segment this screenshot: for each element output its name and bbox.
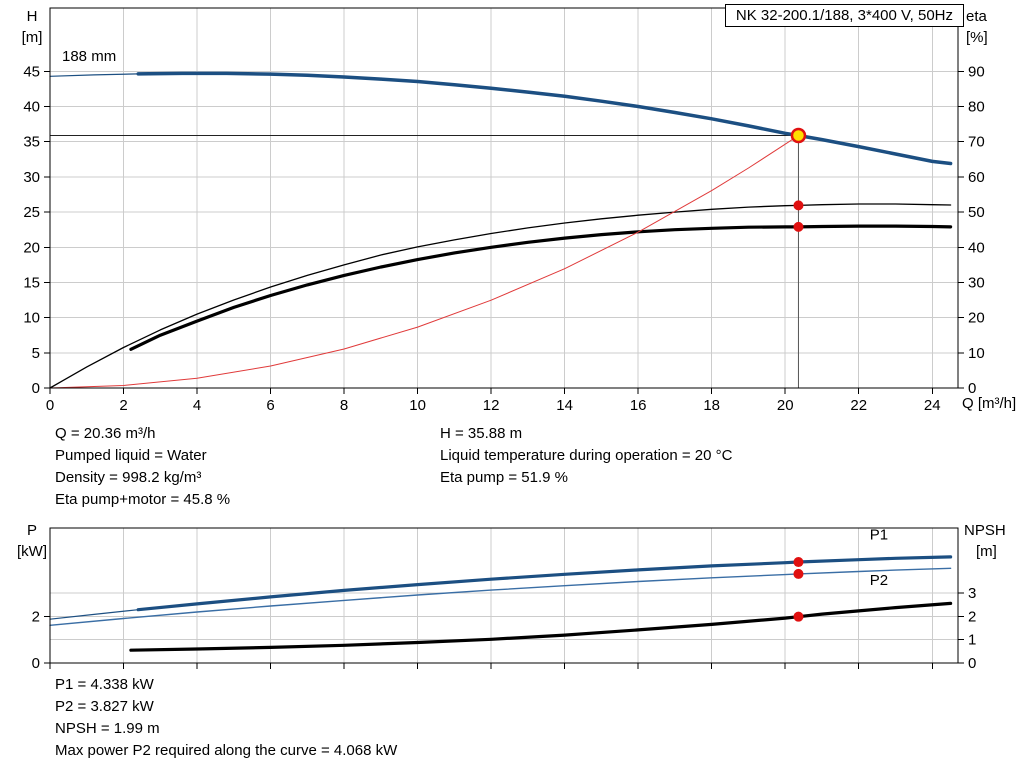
plot-border	[49, 527, 959, 664]
npsh-axis-symbol: NPSH	[964, 522, 1006, 539]
y-right-tick-label: 60	[968, 169, 985, 186]
y-right-tick-label: 40	[968, 239, 985, 256]
h-axis-symbol: H	[26, 8, 38, 25]
y-right-tick-label: 30	[968, 274, 985, 291]
info-liquid-temperature: Liquid temperature during operation = 20…	[440, 447, 733, 464]
duty-value-marker	[793, 611, 804, 622]
duty-value-marker	[793, 200, 804, 211]
y-left-tick-label: 5	[32, 345, 40, 362]
h-axis-unit: [m]	[21, 29, 43, 46]
q-axis-title: Q [m³/h]	[962, 395, 1017, 412]
info-npsh: NPSH = 1.99 m	[55, 720, 160, 737]
npsh-axis-title: NPSH [m]	[964, 520, 1006, 562]
p-axis-symbol: P	[26, 522, 37, 539]
y-right-tick-label: 0	[968, 380, 976, 397]
y-right-tick-label: 10	[968, 345, 985, 362]
x-tick-label: 0	[46, 397, 54, 414]
plot-border	[49, 7, 959, 389]
x-tick-label: 12	[483, 397, 500, 414]
eta-axis-symbol: eta	[966, 8, 987, 25]
x-tick-label: 10	[409, 397, 426, 414]
eta-pump-curve	[49, 203, 952, 389]
info-q: Q = 20.36 m³/h	[55, 425, 156, 442]
x-tick-label: 8	[340, 397, 348, 414]
y-right-tick-label: 0	[968, 655, 976, 672]
eta-axis-unit: [%]	[966, 29, 988, 46]
duty-value-marker	[793, 568, 804, 579]
y-right-tick-label: 20	[968, 310, 985, 327]
x-tick-label: 4	[193, 397, 201, 414]
info-max-power: Max power P2 required along the curve = …	[55, 742, 398, 759]
duty-info-right-column: H = 35.88 m Liquid temperature during op…	[440, 423, 732, 489]
p-axis-unit: [kW]	[17, 543, 47, 560]
x-tick-label: 6	[266, 397, 274, 414]
y-left-tick-label: 10	[23, 310, 40, 327]
y-left-tick-label: 0	[32, 380, 40, 397]
y-right-tick-label: 3	[968, 585, 976, 602]
p2-power-curve-label: P2	[870, 572, 888, 589]
p1-power-curve	[136, 555, 953, 612]
info-eta-pump: Eta pump = 51.9 %	[440, 469, 568, 486]
h-axis-title: H [m]	[12, 6, 52, 48]
x-tick-label: 22	[850, 397, 867, 414]
head-curve	[136, 71, 953, 166]
y-left-tick-label: 35	[23, 134, 40, 151]
info-p2: P2 = 3.827 kW	[55, 698, 154, 715]
impeller-diameter-label: 188 mm	[62, 48, 117, 65]
y-left-tick-label: 30	[23, 169, 40, 186]
head-curve	[49, 73, 139, 77]
duty-value-marker	[793, 221, 804, 232]
y-right-tick-label: 50	[968, 204, 985, 221]
power-info-column: P1 = 4.338 kW P2 = 3.827 kW NPSH = 1.99 …	[55, 674, 397, 762]
x-tick-label: 24	[924, 397, 941, 414]
p2-power-curve	[49, 567, 952, 626]
info-p1: P1 = 4.338 kW	[55, 676, 154, 693]
info-density: Density = 998.2 kg/m³	[55, 469, 202, 486]
info-pumped-liquid: Pumped liquid = Water	[55, 447, 207, 464]
y-right-tick-label: 70	[968, 134, 985, 151]
duty-point-marker	[790, 127, 807, 144]
p1-power-curve	[49, 609, 139, 620]
x-tick-label: 2	[119, 397, 127, 414]
duty-info-left-column: Q = 20.36 m³/h Pumped liquid = Water Den…	[55, 423, 230, 511]
p-axis-title: P [kW]	[10, 520, 54, 562]
y-left-tick-label: 15	[23, 274, 40, 291]
duty-value-marker	[793, 557, 804, 568]
info-h: H = 35.88 m	[440, 425, 523, 442]
y-left-tick-label: 25	[23, 204, 40, 221]
npsh-curve	[129, 601, 953, 652]
y-left-tick-label: 0	[32, 655, 40, 672]
y-left-tick-label: 40	[23, 99, 40, 116]
y-left-tick-label: 45	[23, 63, 40, 80]
x-tick-label: 16	[630, 397, 647, 414]
y-left-tick-label: 2	[32, 608, 40, 625]
eta-axis-title: eta [%]	[966, 6, 988, 48]
p1-power-curve-label: P1	[870, 527, 888, 544]
system-curve	[49, 135, 799, 389]
y-right-tick-label: 80	[968, 99, 985, 116]
y-left-tick-label: 20	[23, 239, 40, 256]
info-eta-pump-motor: Eta pump+motor = 45.8 %	[55, 491, 231, 508]
npsh-axis-unit: [m]	[976, 543, 997, 560]
eta-pump-motor-curve	[129, 224, 953, 351]
pump-type-title-box: NK 32-200.1/188, 3*400 V, 50Hz	[724, 4, 964, 27]
y-right-tick-label: 90	[968, 63, 985, 80]
y-right-tick-label: 2	[968, 608, 976, 625]
x-tick-label: 18	[703, 397, 720, 414]
x-tick-label: 20	[777, 397, 794, 414]
x-tick-label: 14	[556, 397, 573, 414]
y-right-tick-label: 1	[968, 632, 976, 649]
